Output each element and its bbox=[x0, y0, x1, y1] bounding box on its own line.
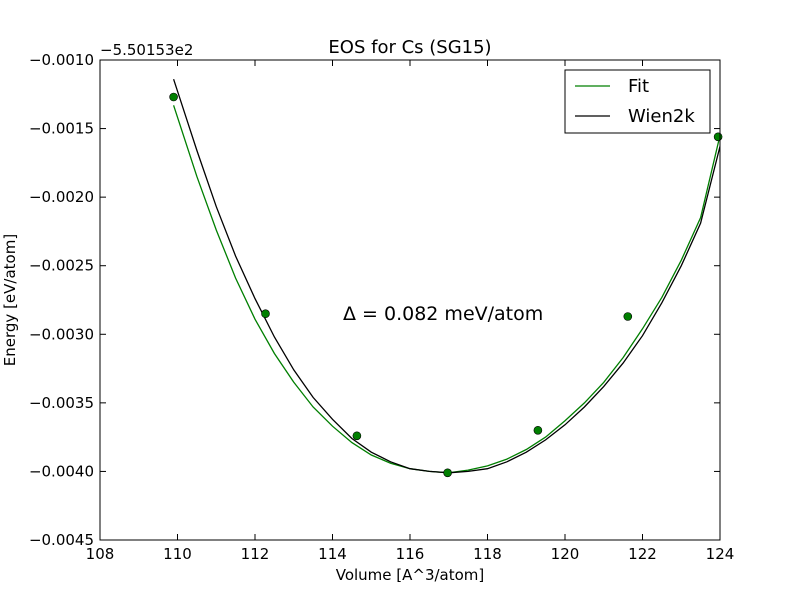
x-tick-label: 118 bbox=[473, 545, 502, 563]
y-tick-label: −0.0035 bbox=[29, 394, 94, 412]
legend-box bbox=[564, 69, 711, 134]
x-axis-label: Volume [A^3/atom] bbox=[336, 566, 485, 584]
legend: Fit Wien2k bbox=[564, 69, 711, 134]
legend-label-fit: Fit bbox=[628, 76, 649, 97]
y-tick-label: −0.0020 bbox=[29, 188, 94, 206]
data-point bbox=[623, 312, 633, 321]
x-tick-label: 122 bbox=[628, 545, 657, 563]
x-tick-label: 110 bbox=[163, 545, 192, 563]
x-tick-label: 120 bbox=[551, 545, 580, 563]
x-tick-label: 124 bbox=[706, 545, 735, 563]
x-tick-label: 108 bbox=[86, 545, 115, 563]
data-point bbox=[713, 132, 723, 142]
data-point bbox=[169, 92, 178, 102]
x-tick-label: 116 bbox=[396, 545, 425, 563]
delta-annotation: Δ = 0.082 meV/atom bbox=[343, 303, 543, 325]
x-tick-label: 114 bbox=[318, 545, 347, 563]
data-point bbox=[352, 431, 362, 441]
chart-title: EOS for Cs (SG15) bbox=[328, 37, 491, 58]
y-tick-label: −0.0030 bbox=[29, 325, 94, 343]
data-point bbox=[443, 468, 452, 478]
data-point bbox=[533, 425, 543, 435]
y-tick-label: −0.0025 bbox=[29, 257, 94, 275]
plot-frame bbox=[99, 59, 721, 541]
y-tick-label: −0.0040 bbox=[29, 462, 94, 480]
x-tick-label: 112 bbox=[241, 545, 270, 563]
y-offset-label: −5.50153e2 bbox=[100, 41, 193, 59]
data-point bbox=[261, 309, 270, 319]
y-tick-label: −0.0045 bbox=[29, 531, 94, 549]
y-tick-label: −0.0010 bbox=[29, 51, 94, 69]
y-tick-label: −0.0015 bbox=[29, 120, 94, 138]
series-line-wien2k bbox=[172, 78, 720, 474]
series-line-fit bbox=[172, 105, 720, 474]
y-axis-label: Energy [eV/atom] bbox=[1, 234, 19, 366]
legend-label-wien2k: Wien2k bbox=[628, 106, 695, 127]
